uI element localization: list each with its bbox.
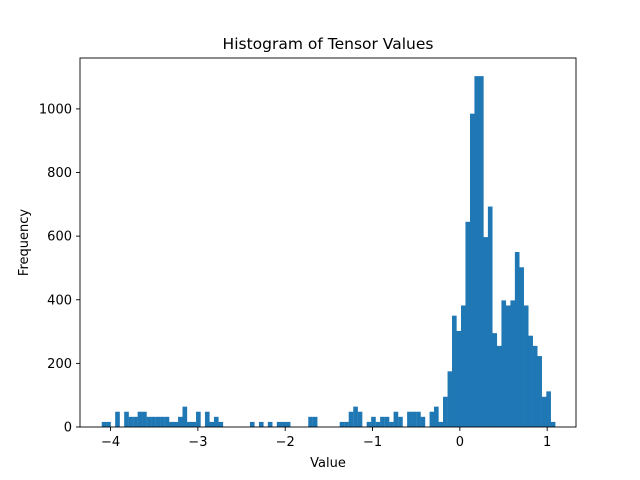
- histogram-bars: [101, 76, 556, 428]
- histogram-bar: [478, 76, 484, 427]
- histogram-bar: [519, 267, 524, 427]
- x-axis-label: Value: [310, 456, 346, 471]
- x-tick-label: −2: [276, 435, 295, 450]
- histogram-bar: [366, 421, 372, 427]
- histogram-bar: [281, 421, 287, 427]
- histogram-bar: [182, 406, 188, 427]
- histogram-bar: [267, 421, 273, 427]
- histogram-bar: [344, 421, 349, 427]
- histogram-bar: [389, 421, 394, 427]
- histogram-bar: [501, 300, 507, 427]
- chart-title: Histogram of Tensor Values: [223, 35, 434, 53]
- histogram-bar: [375, 421, 381, 427]
- histogram-bar: [178, 416, 183, 427]
- x-tick-label: −1: [363, 435, 382, 450]
- histogram-bar: [187, 421, 192, 427]
- histogram-bar: [348, 411, 354, 427]
- histogram-bar: [160, 416, 165, 427]
- histogram-bar: [106, 421, 111, 427]
- histogram-bar: [137, 411, 143, 427]
- histogram-bar: [541, 396, 547, 427]
- histogram-bar: [204, 411, 210, 427]
- histogram-bar: [169, 421, 174, 427]
- histogram-bar: [398, 416, 403, 427]
- histogram-bar: [546, 391, 551, 427]
- histogram-bar: [532, 345, 538, 427]
- histogram-bar: [452, 315, 457, 427]
- histogram-bar: [173, 421, 179, 427]
- histogram-bar: [218, 421, 224, 427]
- histogram-bar: [128, 416, 134, 427]
- histogram-bar: [371, 416, 376, 427]
- histogram-bar: [460, 305, 466, 427]
- histogram-bar: [353, 406, 358, 427]
- histogram-bar: [523, 305, 529, 427]
- x-tick-label: 0: [456, 435, 464, 450]
- y-tick-label: 1000: [39, 102, 72, 117]
- histogram-bar: [411, 411, 417, 427]
- histogram-bar: [357, 411, 363, 427]
- y-tick-label: 800: [47, 166, 72, 181]
- histogram-bar: [115, 411, 120, 427]
- y-axis-ticks: 0 200 400 600 800 1000: [39, 102, 80, 436]
- histogram-bar: [308, 416, 313, 427]
- histogram-bar: [514, 252, 520, 427]
- histogram-bar: [191, 421, 197, 427]
- histogram-bar: [537, 356, 542, 427]
- histogram-bar: [196, 411, 201, 427]
- histogram-bar: [510, 300, 516, 427]
- histogram-bar: [429, 411, 435, 427]
- histogram-bar: [492, 333, 498, 427]
- histogram-bar: [276, 421, 282, 427]
- histogram-bar: [249, 421, 255, 427]
- histogram-bar: [487, 206, 493, 427]
- x-axis-ticks: −4 −3 −2 −1 0 1: [101, 427, 551, 450]
- histogram-bar: [146, 416, 152, 427]
- histogram-bar: [456, 330, 462, 427]
- histogram-bar: [393, 411, 399, 427]
- y-tick-label: 200: [47, 357, 72, 372]
- x-tick-label: 1: [543, 435, 551, 450]
- histogram-bar: [469, 113, 475, 428]
- histogram-bar: [447, 371, 453, 427]
- histogram-bar: [505, 305, 511, 427]
- histogram-bar: [443, 396, 448, 427]
- y-tick-label: 400: [47, 293, 72, 308]
- axes-frame: [79, 57, 577, 428]
- y-tick-label: 600: [47, 230, 72, 245]
- histogram-bar: [438, 421, 444, 427]
- histogram-bar: [550, 421, 556, 427]
- histogram-bar: [528, 335, 533, 427]
- histogram-bar: [164, 416, 170, 427]
- histogram-bar: [384, 416, 390, 427]
- histogram-bar: [407, 411, 412, 427]
- histogram-bar: [213, 416, 219, 427]
- histogram-bar: [483, 237, 489, 427]
- histogram-bar: [312, 416, 318, 427]
- histogram-bar: [124, 411, 129, 427]
- histogram-bar: [101, 421, 107, 427]
- histogram-bar: [155, 416, 161, 427]
- histogram-bar: [434, 406, 439, 427]
- x-tick-label: −3: [188, 435, 207, 450]
- histogram-bar: [474, 76, 480, 427]
- x-tick-label: −4: [101, 435, 120, 450]
- histogram-bar: [465, 221, 471, 427]
- histogram-bar: [416, 411, 421, 427]
- histogram-bar: [380, 416, 385, 427]
- histogram-bar: [420, 416, 426, 427]
- histogram-bar: [496, 345, 502, 427]
- histogram-bar: [339, 421, 345, 427]
- histogram-bar: [285, 421, 291, 427]
- histogram-bar: [258, 421, 264, 427]
- histogram-bar: [133, 416, 138, 427]
- y-axis-label: Frequency: [17, 209, 32, 276]
- histogram-bar: [151, 416, 156, 427]
- histogram-bar: [209, 421, 215, 427]
- histogram-bar: [142, 411, 147, 427]
- y-tick-label: 0: [64, 421, 72, 436]
